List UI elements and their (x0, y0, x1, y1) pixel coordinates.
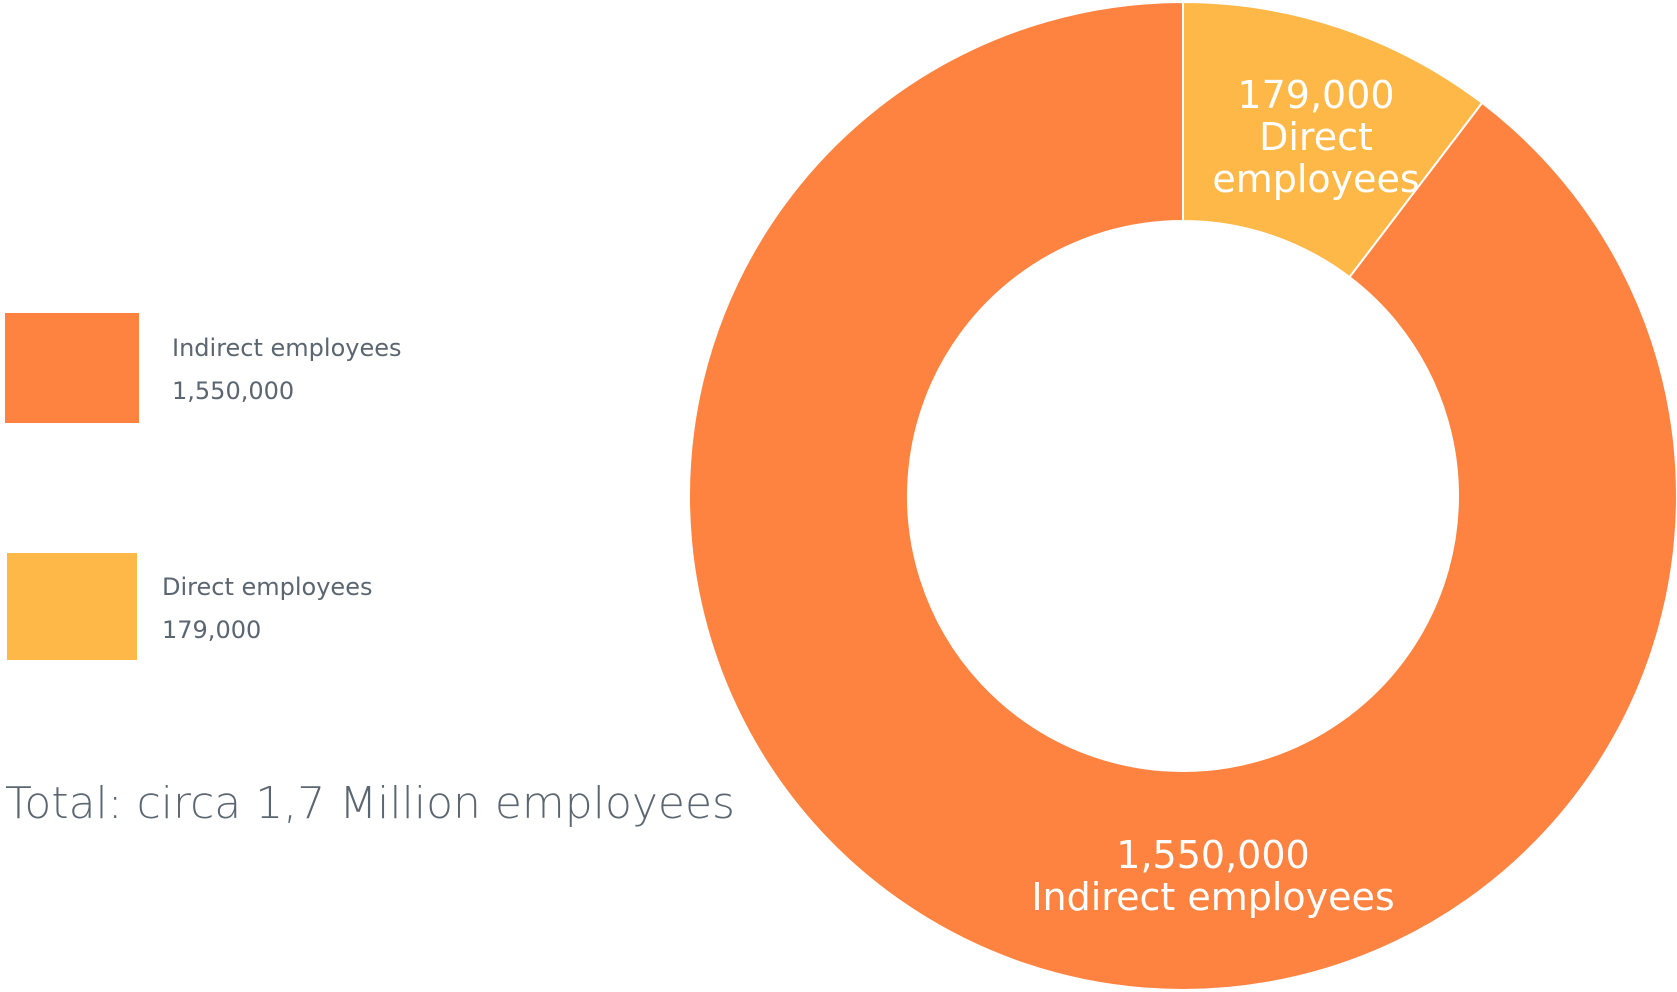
slice-label-indirect-employees: 1,550,000 Indirect employees (1031, 833, 1394, 919)
donut-slice-indirect-employees (688, 0, 1677, 991)
legend-direct-name: Direct employees (162, 573, 373, 601)
legend-label-direct: Direct employees 179,000 (162, 566, 372, 652)
total-text: Total: circa 1,7 Million employees (5, 778, 735, 829)
slice-label-direct-employees: 179,000 Direct employees (1212, 73, 1419, 201)
legend-direct-value: 179,000 (162, 616, 262, 644)
donut-slice-direct-employees (1182, 0, 1484, 279)
legend-indirect-name: Indirect employees (172, 334, 402, 362)
legend-swatch-indirect (5, 313, 139, 423)
legend-indirect-value: 1,550,000 (172, 377, 295, 405)
legend-label-indirect: Indirect employees 1,550,000 (172, 327, 402, 413)
legend-swatch-direct (7, 553, 137, 660)
